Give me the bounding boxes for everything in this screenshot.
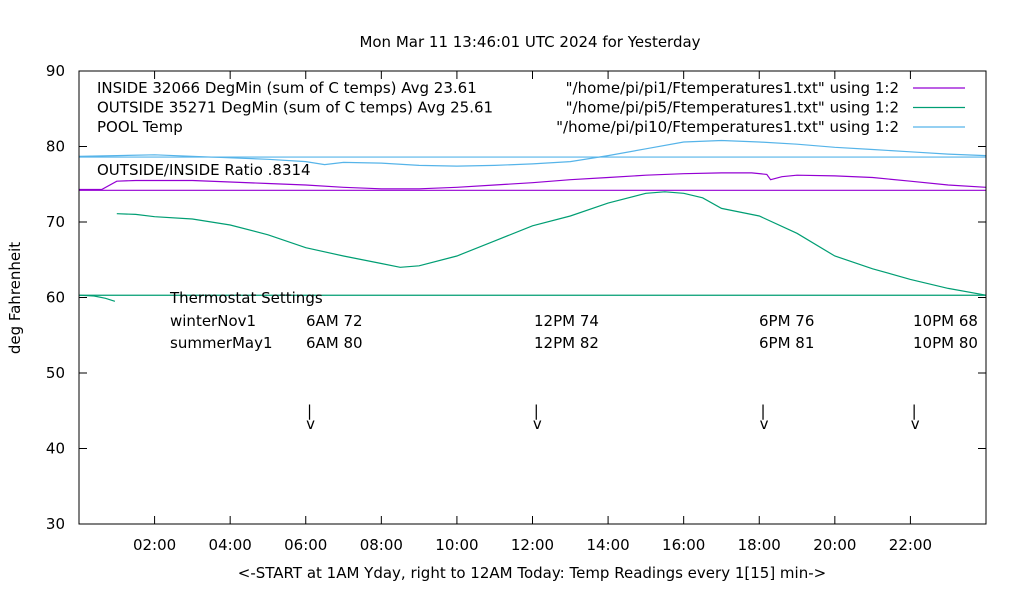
y-tick-label: 40 — [46, 440, 65, 458]
thermostat-setting: 12PM 74 — [534, 312, 599, 330]
x-tick-label: 10:00 — [435, 536, 478, 554]
thermostat-title: Thermostat Settings — [169, 289, 323, 307]
arrow-head: v — [760, 415, 769, 433]
y-tick-label: 80 — [46, 138, 65, 156]
x-tick-label: 22:00 — [889, 536, 932, 554]
y-tick-label: 70 — [46, 213, 65, 231]
chart-title: Mon Mar 11 13:46:01 UTC 2024 for Yesterd… — [359, 33, 700, 51]
thermostat-setting: 6PM 81 — [759, 334, 814, 352]
legend: INSIDE 32066 DegMin (sum of C temps) Avg… — [97, 79, 965, 136]
series-line-1 — [78, 191, 987, 302]
arrow-head: v — [306, 415, 315, 433]
thermostat-setting: 6AM 72 — [306, 312, 363, 330]
x-tick-label: 20:00 — [813, 536, 856, 554]
x-tick-label: 08:00 — [360, 536, 403, 554]
arrow-stem: | — [912, 402, 917, 420]
legend-label-left: POOL Temp — [97, 118, 183, 136]
axes-layer: 30 40 50 60 70 80 90 02:00 04:00 06:00 08:00 10:00 1… — [46, 62, 987, 554]
series-line-0 — [79, 172, 987, 191]
arrow-head: v — [911, 415, 920, 433]
x-tick-label: 14:00 — [586, 536, 629, 554]
y-tick-label: 30 — [46, 515, 65, 533]
y-tick-label: 90 — [46, 62, 65, 80]
legend-label-right: "/home/pi/pi5/Ftemperatures1.txt" using … — [566, 99, 899, 117]
arrow-stem: | — [307, 402, 312, 420]
x-tick-label: 18:00 — [738, 536, 781, 554]
x-tick-label: 12:00 — [511, 536, 554, 554]
x-tick-label: 04:00 — [209, 536, 252, 554]
y-tick-label: 60 — [46, 289, 65, 307]
legend-label-right: "/home/pi/pi1/Ftemperatures1.txt" using … — [566, 79, 899, 97]
legend-label-right: "/home/pi/pi10/Ftemperatures1.txt" using… — [556, 118, 899, 136]
thermostat-setting: 6AM 80 — [306, 334, 363, 352]
arrow-head: v — [533, 415, 542, 433]
x-tick-label: 02:00 — [133, 536, 176, 554]
legend-label-left: INSIDE 32066 DegMin (sum of C temps) Avg… — [97, 79, 477, 97]
y-tick-label: 50 — [46, 364, 65, 382]
x-axis-label: <-START at 1AM Yday, right to 12AM Today… — [238, 564, 826, 582]
x-tick-label: 06:00 — [284, 536, 327, 554]
series-line-2 — [78, 139, 987, 167]
y-axis-label: deg Fahrenheit — [6, 242, 24, 354]
x-tick-label: 16:00 — [662, 536, 705, 554]
arrow-stem: | — [534, 402, 539, 420]
thermostat-setting: 6PM 76 — [759, 312, 814, 330]
thermostat-setting: 10PM 80 — [913, 334, 978, 352]
thermostat-setting: 12PM 82 — [534, 334, 599, 352]
thermostat-row-name: winterNov1 — [170, 312, 256, 330]
thermostat-row-name: summerMay1 — [170, 334, 273, 352]
ratio-annotation: OUTSIDE/INSIDE Ratio .8314 — [97, 161, 311, 179]
legend-label-left: OUTSIDE 35271 DegMin (sum of C temps) Av… — [97, 99, 493, 117]
annotations: OUTSIDE/INSIDE Ratio .8314 Thermostat Set… — [97, 161, 978, 433]
thermostat-setting: 10PM 68 — [913, 312, 978, 330]
arrow-stem: | — [760, 402, 765, 420]
series-layer — [78, 139, 987, 302]
